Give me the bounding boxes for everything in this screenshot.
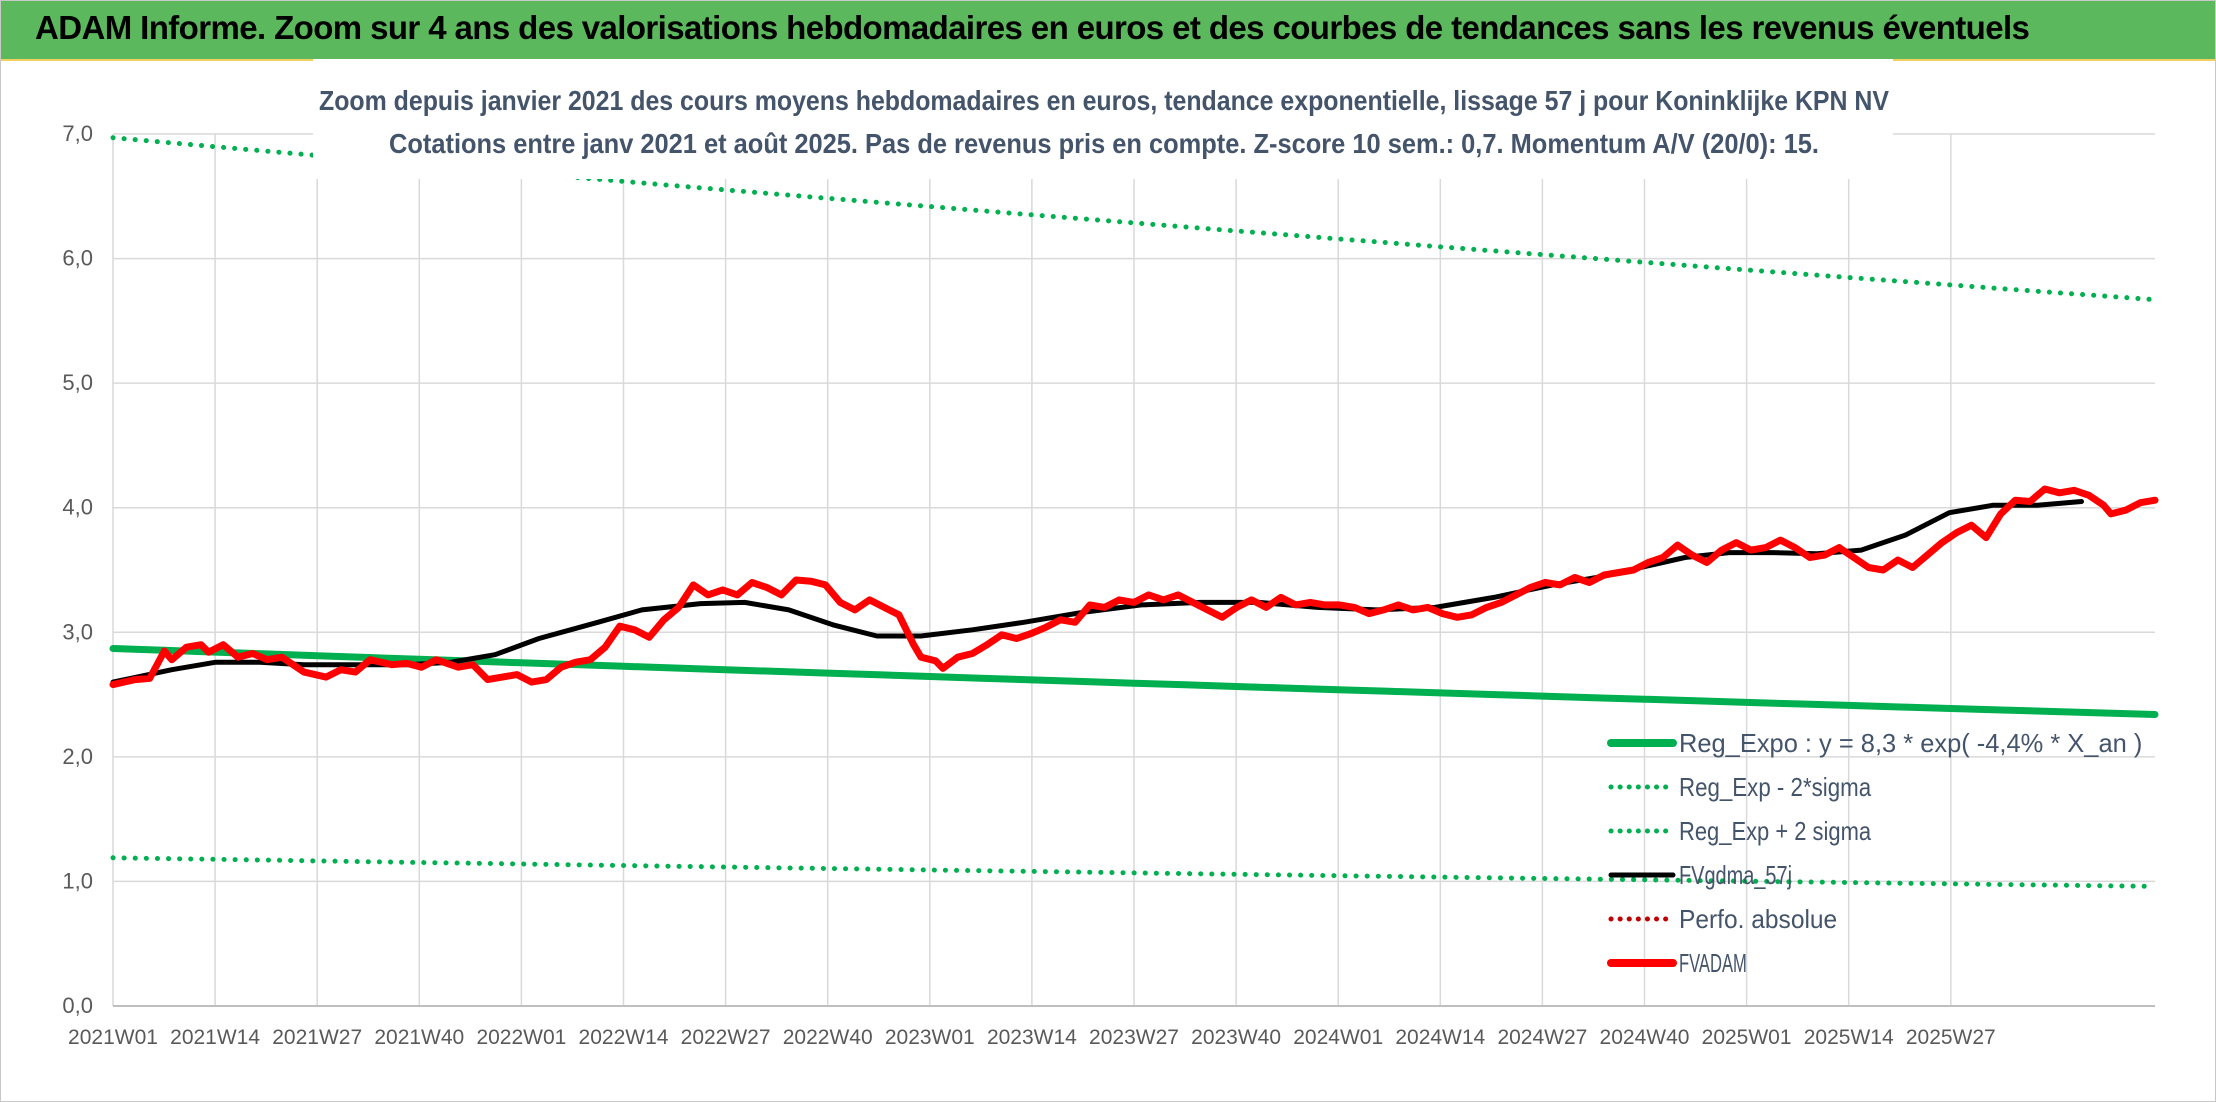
- x-tick-label: 2024W14: [1395, 1026, 1485, 1049]
- x-tick-label: 2021W27: [272, 1026, 362, 1049]
- legend-label: Reg_Exp - 2*sigma: [1679, 772, 1872, 802]
- legend-label: Perfo. absolue: [1679, 904, 1837, 934]
- x-tick-label: 2025W27: [1906, 1026, 1996, 1049]
- series-fvadam-line: [109, 485, 2159, 689]
- legend-label: FVADAM: [1679, 948, 1747, 978]
- x-tick-label: 2021W01: [68, 1026, 158, 1049]
- legend-label: Reg_Exp + 2 sigma: [1679, 816, 1872, 846]
- y-tick-label: 3,0: [62, 619, 93, 644]
- x-tick-label: 2024W40: [1600, 1026, 1690, 1049]
- y-tick-label: 7,0: [62, 121, 93, 146]
- chart-title: Zoom depuis janvier 2021 des cours moyen…: [319, 85, 1889, 116]
- report-banner-title: ADAM Informe. Zoom sur 4 ans des valoris…: [35, 9, 2030, 46]
- x-tick-label: 2023W40: [1191, 1026, 1281, 1049]
- x-tick-label: 2025W14: [1804, 1026, 1894, 1049]
- series-fvgdma-57j-line: [110, 499, 2084, 685]
- legend-label: FVgdma_57j: [1679, 860, 1792, 890]
- x-tick-label: 2024W27: [1497, 1026, 1587, 1049]
- title-backdrop: [313, 59, 1893, 179]
- x-tick-label: 2022W40: [783, 1026, 873, 1049]
- x-tick-label: 2021W14: [170, 1026, 260, 1049]
- report-banner: ADAM Informe. Zoom sur 4 ans des valoris…: [1, 1, 2215, 61]
- series-reg-minus-2sigma-line: [110, 855, 2158, 889]
- x-tick-label: 2023W14: [987, 1026, 1077, 1049]
- y-tick-label: 2,0: [62, 744, 93, 769]
- line-chart: 0,0 1,0 2,0 3,0 4,0 5,0 6,0 7,0 2021W01 2021W14 20…: [62, 59, 2159, 1049]
- x-tick-label: 2023W01: [885, 1026, 975, 1049]
- legend-label: Reg_Expo : y = 8,3 * exp( -4,4% * X_an ): [1679, 728, 2142, 758]
- x-tick-label: 2021W40: [374, 1026, 464, 1049]
- x-tick-label: 2025W01: [1702, 1026, 1792, 1049]
- x-tick-label: 2022W27: [681, 1026, 771, 1049]
- y-tick-label: 6,0: [62, 246, 93, 271]
- x-tick-label: 2022W14: [579, 1026, 669, 1049]
- x-tick-label: 2022W01: [476, 1026, 566, 1049]
- y-tick-label: 5,0: [62, 370, 93, 395]
- x-tick-label: 2024W01: [1293, 1026, 1383, 1049]
- y-tick-label: 1,0: [62, 868, 93, 893]
- chart-subtitle: Cotations entre janv 2021 et août 2025. …: [389, 128, 1819, 159]
- y-tick-label: 4,0: [62, 495, 93, 520]
- y-tick-label: 0,0: [62, 993, 93, 1018]
- x-tick-label: 2023W27: [1089, 1026, 1179, 1049]
